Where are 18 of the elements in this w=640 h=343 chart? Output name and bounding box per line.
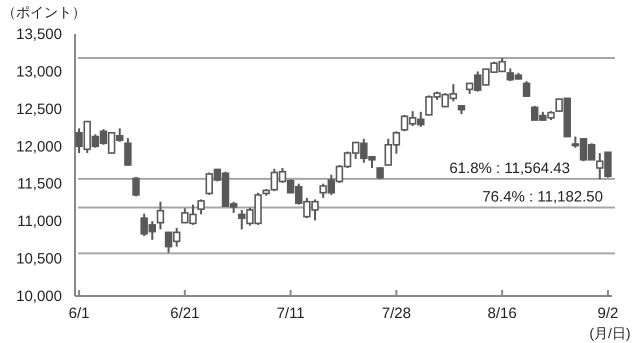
y-tick-label: 11,500 (17, 176, 62, 193)
y-tick-label: 13,500 (16, 26, 62, 43)
x-tick-label: 6/1 (68, 305, 90, 322)
x-tick-label: 8/16 (488, 305, 517, 322)
y-tick-label: 11,000 (17, 213, 62, 230)
ref-line-label: 61.8% : 11,564.43 (449, 160, 570, 177)
y-tick-label: 12,500 (16, 100, 62, 118)
y-tick-label: 10,500 (16, 250, 62, 268)
y-tick-label: 10,000 (16, 288, 62, 305)
y-tick-label: 12,000 (16, 138, 62, 156)
ref-line-label: 76.4% : 11,182.50 (482, 188, 603, 206)
x-tick-label: 9/2 (598, 305, 618, 322)
x-tick-label: 7/11 (276, 305, 305, 322)
x-tick-label: 6/21 (170, 305, 200, 322)
x-tick-label: 7/28 (382, 305, 411, 322)
y-axis-title: （ポイント） (2, 4, 86, 20)
x-axis-title: (月/日) (589, 325, 631, 341)
y-tick-label: 13,000 (16, 63, 62, 80)
